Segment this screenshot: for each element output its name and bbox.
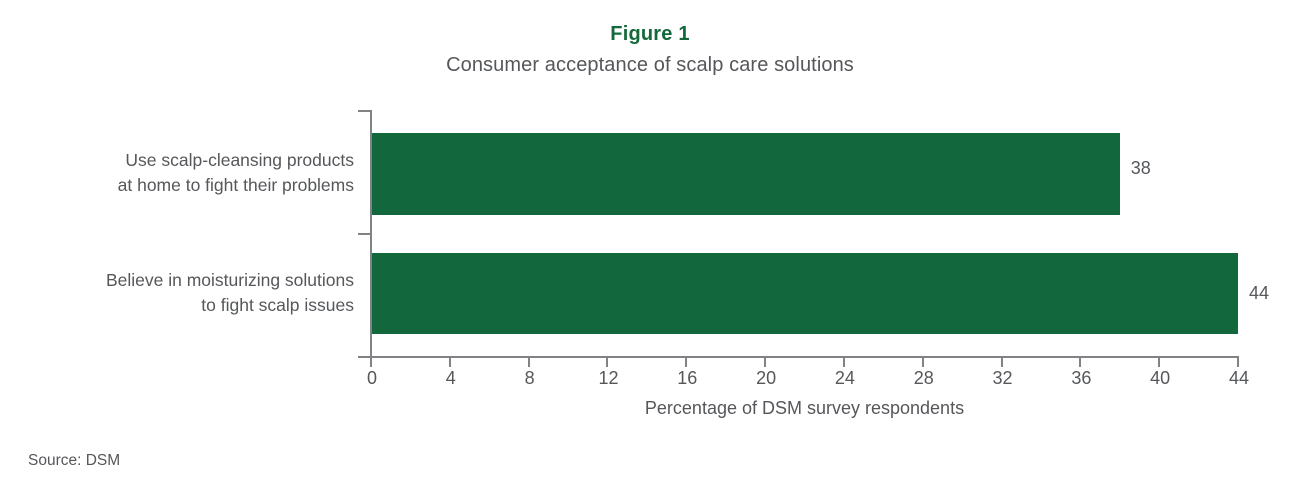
x-axis-tick-label-4: 4 <box>445 368 456 388</box>
x-axis-tick-44 <box>1237 356 1239 367</box>
x-axis-tick-8 <box>527 356 530 367</box>
x-axis-tick-label-36: 36 <box>1071 368 1092 388</box>
x-axis-tick-36 <box>1079 356 1082 367</box>
x-axis-tick-label-28: 28 <box>913 368 934 388</box>
x-axis-tick-12 <box>606 356 609 367</box>
category-label-1-line-1: to fight scalp issues <box>201 295 354 315</box>
x-axis-tick-4 <box>448 356 451 367</box>
figure-title: Figure 1 <box>610 23 690 45</box>
x-axis-tick-20 <box>764 356 767 367</box>
y-axis-line <box>370 110 372 358</box>
figure-subtitle: Consumer acceptance of scalp care soluti… <box>446 54 854 76</box>
x-axis-tick-label-8: 8 <box>524 368 535 388</box>
y-axis-tick-middle <box>358 233 371 235</box>
x-axis-tick-label-0: 0 <box>366 368 377 388</box>
bar-value-label-1: 44 <box>1249 283 1270 303</box>
x-axis-tick-24 <box>842 356 845 367</box>
category-label-1: Believe in moisturizing solutions to fig… <box>14 268 354 318</box>
x-axis-tick-28 <box>921 356 924 367</box>
x-axis-tick-label-24: 24 <box>834 368 855 388</box>
x-axis-tick-label-44: 44 <box>1228 368 1250 388</box>
x-axis-tick-label-16: 16 <box>677 368 698 388</box>
category-label-0: Use scalp-cleansing products at home to … <box>14 148 354 198</box>
x-axis-tick-0 <box>370 356 372 367</box>
y-axis-tick-bottom <box>358 356 371 358</box>
bar-1 <box>372 253 1238 334</box>
bar-0 <box>372 133 1120 215</box>
x-axis-tick-16 <box>685 356 688 367</box>
bar-value-label-0: 38 <box>1130 158 1151 178</box>
category-label-0-line-1: at home to fight their problems <box>117 175 354 195</box>
category-label-1-line-0: Believe in moisturizing solutions <box>105 270 354 290</box>
y-axis-tick-top <box>358 110 371 112</box>
x-axis-tick-40 <box>1158 356 1161 367</box>
bar-chart-plot-area: Use scalp-cleansing products at home to … <box>14 110 1270 418</box>
x-axis-tick-32 <box>1000 356 1003 367</box>
x-axis-tick-label-40: 40 <box>1150 368 1171 388</box>
source-note: Source: DSM <box>28 452 121 469</box>
x-axis-tick-label-20: 20 <box>756 368 777 388</box>
x-axis-tick-label-32: 32 <box>992 368 1013 388</box>
x-axis-line <box>370 356 1239 358</box>
x-axis-title: Percentage of DSM survey respondents <box>644 398 965 418</box>
x-axis-tick-label-12: 12 <box>598 368 619 388</box>
category-label-0-line-0: Use scalp-cleansing products <box>125 150 354 170</box>
